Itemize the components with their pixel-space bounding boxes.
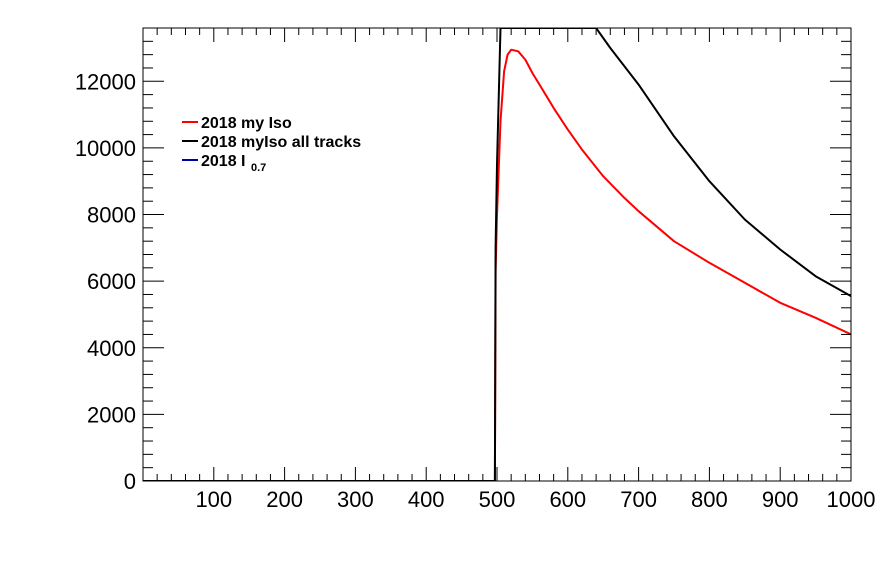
series-line-1 (143, 28, 851, 481)
legend-label-my-iso: 2018 my Iso (201, 115, 292, 132)
x-tick-label: 800 (691, 487, 728, 512)
x-tick-label: 300 (337, 487, 374, 512)
series-line-0 (143, 48, 851, 481)
legend-label-i07: 2018 I (201, 153, 245, 170)
x-tick-label: 400 (408, 487, 445, 512)
x-tick-label: 600 (549, 487, 586, 512)
x-tick-label: 900 (762, 487, 799, 512)
legend-label-all-tracks: 2018 myIso all tracks (201, 134, 361, 151)
x-tick-label: 700 (620, 487, 657, 512)
y-tick-label: 0 (124, 469, 136, 494)
tick-layer: 100 200 300 400 500 600 700 800 900 1000020004000… (75, 28, 876, 512)
y-tick-label: 2000 (87, 402, 136, 427)
x-tick-label: 100 (195, 487, 232, 512)
y-tick-label: 12000 (75, 69, 136, 94)
legend: 2018 my Iso 2018 myIso all tracks 2018 I… (182, 115, 361, 174)
y-tick-label: 6000 (87, 269, 136, 294)
y-tick-label: 4000 (87, 336, 136, 361)
series-layer (143, 28, 851, 481)
x-tick-label: 500 (479, 487, 516, 512)
x-tick-label: 200 (266, 487, 303, 512)
y-tick-label: 10000 (75, 136, 136, 161)
y-tick-label: 8000 (87, 203, 136, 228)
legend-label-i07-subscript: 0.7 (251, 162, 266, 174)
x-tick-label: 1000 (827, 487, 876, 512)
